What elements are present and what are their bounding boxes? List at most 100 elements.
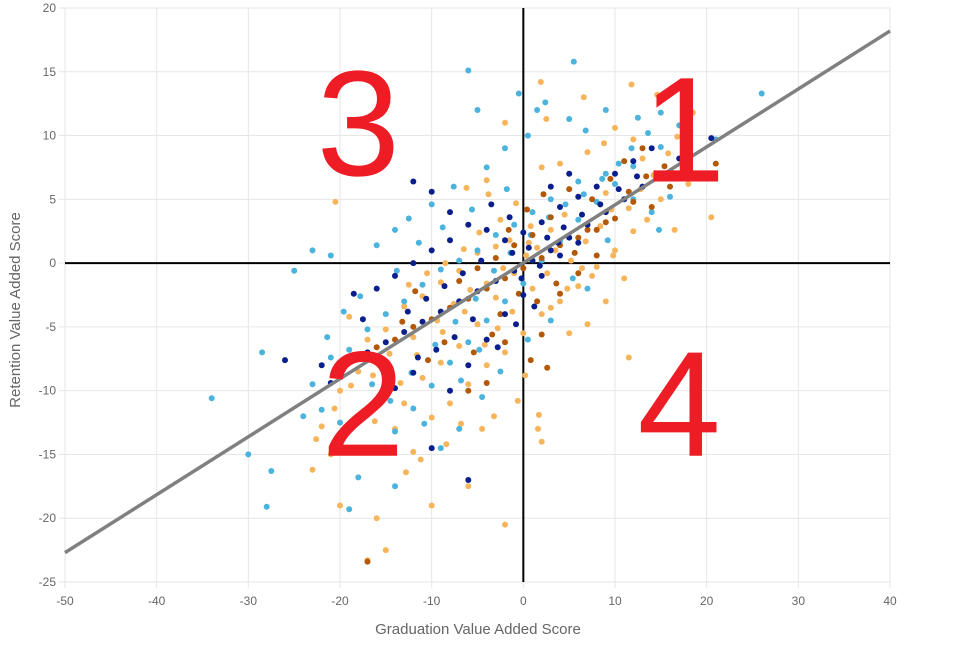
data-point — [758, 90, 765, 97]
data-point — [667, 193, 673, 200]
data-point — [568, 257, 574, 264]
data-point — [355, 354, 362, 361]
data-point — [553, 280, 560, 287]
data-point — [544, 270, 551, 277]
data-point — [483, 362, 490, 369]
data-point — [463, 184, 470, 191]
data-point — [497, 311, 504, 318]
data-point — [364, 326, 371, 333]
data-point — [467, 286, 474, 293]
data-point — [340, 308, 347, 315]
data-point — [538, 164, 545, 171]
y-tick-label: 15 — [43, 65, 57, 79]
data-point — [470, 349, 477, 356]
data-point — [547, 247, 554, 254]
y-tick-label: 0 — [49, 256, 56, 270]
data-point — [566, 170, 573, 177]
data-point — [364, 349, 371, 356]
data-point — [579, 265, 585, 272]
data-point — [602, 190, 609, 196]
data-point — [472, 295, 479, 302]
data-point — [520, 229, 527, 236]
data-point — [535, 411, 542, 418]
data-point — [474, 265, 481, 272]
data-point — [679, 79, 686, 85]
trendline — [64, 29, 891, 555]
data-point — [364, 558, 371, 565]
data-point — [348, 382, 354, 389]
data-point — [346, 346, 353, 353]
data-point — [547, 214, 554, 221]
data-point — [282, 357, 288, 364]
data-point — [327, 354, 334, 361]
data-point — [602, 298, 609, 305]
data-point — [412, 288, 419, 295]
data-point — [476, 346, 483, 353]
data-point — [547, 226, 554, 233]
data-point — [538, 272, 545, 279]
x-tick-label: -40 — [148, 594, 166, 608]
data-point — [403, 469, 409, 476]
data-point — [520, 265, 527, 272]
data-point — [465, 483, 472, 490]
data-point — [645, 130, 651, 136]
data-point — [404, 308, 411, 315]
data-point — [481, 341, 488, 348]
data-point — [580, 191, 587, 198]
data-point — [557, 252, 563, 259]
data-point — [450, 183, 457, 190]
data-point — [441, 339, 448, 346]
data-point — [575, 283, 582, 290]
y-tick-label: 20 — [43, 1, 57, 15]
x-tick-label: -20 — [331, 594, 349, 608]
data-point — [612, 215, 618, 222]
data-point — [437, 279, 444, 286]
data-point — [708, 135, 715, 142]
data-point — [557, 160, 563, 167]
data-point — [643, 173, 650, 180]
data-point — [401, 400, 408, 407]
data-point — [479, 425, 486, 432]
data-point — [410, 323, 417, 330]
data-point — [382, 547, 389, 554]
data-point — [538, 331, 545, 338]
data-point — [582, 238, 589, 245]
data-point — [575, 239, 582, 246]
data-point — [515, 290, 522, 297]
x-axis-label: Graduation Value Added Score — [375, 621, 581, 638]
data-point — [483, 317, 490, 324]
data-point — [538, 438, 545, 445]
data-point — [419, 374, 426, 381]
data-point — [437, 266, 444, 273]
data-point — [524, 132, 531, 139]
data-point — [514, 397, 521, 404]
data-point — [547, 304, 554, 311]
data-point — [419, 318, 426, 325]
data-point — [571, 249, 578, 256]
data-point — [397, 380, 404, 386]
data-point — [612, 170, 618, 177]
data-point — [478, 257, 485, 264]
data-point — [494, 344, 501, 351]
data-point — [502, 119, 508, 126]
data-point — [597, 223, 604, 230]
data-point — [447, 387, 453, 394]
data-point — [604, 237, 611, 244]
data-point — [410, 369, 417, 376]
data-point — [355, 474, 362, 481]
data-point — [524, 206, 530, 213]
data-point — [474, 107, 481, 113]
data-point — [584, 226, 591, 233]
data-point — [538, 255, 545, 261]
data-point — [441, 283, 448, 290]
data-point — [552, 247, 559, 254]
data-point — [373, 242, 380, 249]
data-point — [628, 81, 635, 88]
data-point — [589, 196, 596, 203]
data-point — [327, 252, 334, 259]
trendline-layer — [64, 29, 891, 555]
data-point — [518, 275, 525, 282]
data-point — [465, 477, 472, 483]
data-point — [476, 229, 483, 236]
